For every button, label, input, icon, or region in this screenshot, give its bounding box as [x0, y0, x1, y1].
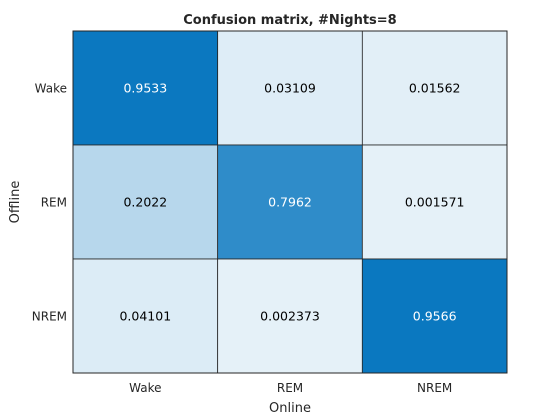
heatmap-cell-0-1 [217, 30, 363, 146]
y-tick-label-1: REM [41, 196, 67, 210]
heatmap-cell-1-1 [217, 144, 363, 260]
cell-value-label-1-0: 0.2022 [123, 195, 167, 210]
y-tick-label-2: NREM [32, 310, 67, 324]
x-tick-label-1: REM [277, 381, 303, 395]
heatmap-cell-1-0 [72, 144, 219, 260]
cell-value-label-0-2: 0.01562 [409, 81, 461, 96]
cell-value-label-2-0: 0.04101 [119, 309, 171, 324]
cell-value-label-2-1: 0.002373 [260, 309, 320, 324]
heatmap-cell-2-0 [72, 258, 219, 374]
y-axis-label: Offline [8, 181, 23, 224]
cell-value-label-1-2: 0.001571 [405, 195, 465, 210]
y-tick-label-0: Wake [35, 82, 67, 96]
x-tick-label-0: Wake [129, 381, 161, 395]
ticks-layer: Wake REM NREM Wake REM NREM [32, 82, 453, 396]
heatmap-cell-0-0 [72, 30, 219, 146]
cell-value-label-0-1: 0.03109 [264, 81, 316, 96]
plot-border [72, 30, 508, 374]
cell-value-label-2-2: 0.9566 [413, 309, 457, 324]
heatmap-cell-1-2 [361, 144, 508, 260]
cell-value-label-0-0: 0.9533 [123, 81, 167, 96]
cells-layer: 0.9533 0.03109 0.01562 0.2022 0.7962 0.001571… [72, 30, 508, 374]
chart-title: Confusion matrix, #Nights=8 [183, 13, 396, 28]
cell-value-label-1-1: 0.7962 [268, 195, 312, 210]
x-axis-label: Online [269, 401, 311, 416]
heatmap-cell-2-1 [217, 258, 363, 374]
x-tick-label-2: NREM [417, 381, 452, 395]
